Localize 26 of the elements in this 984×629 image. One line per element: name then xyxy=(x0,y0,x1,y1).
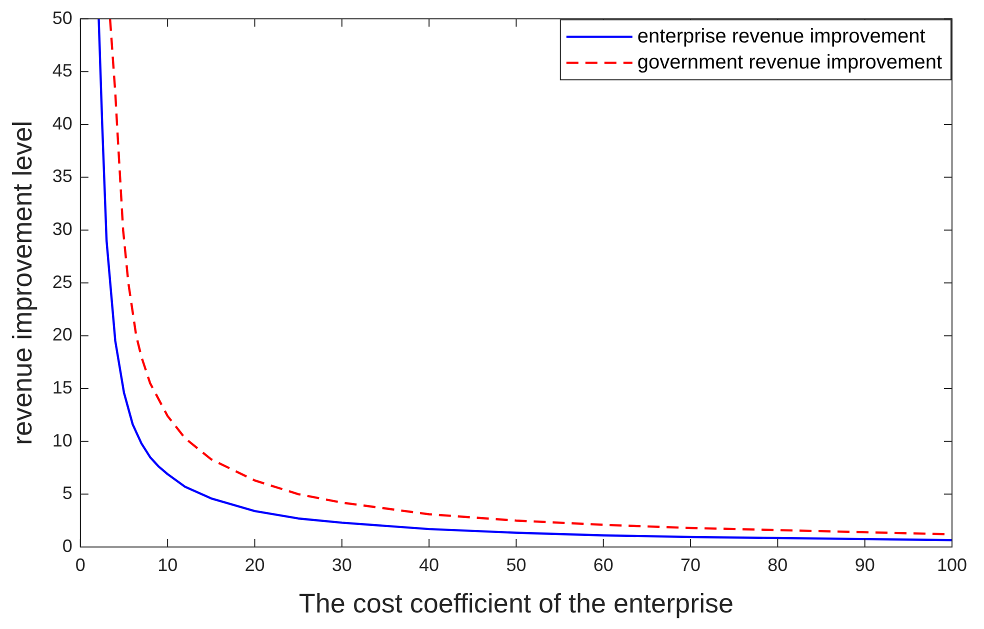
y-tick-label: 40 xyxy=(52,113,72,134)
y-axis-title: revenue improvement level xyxy=(8,120,38,445)
y-tick-label: 20 xyxy=(52,324,72,345)
x-tick-label: 0 xyxy=(75,554,86,575)
y-tick-label: 45 xyxy=(52,60,72,81)
x-tick-label: 20 xyxy=(244,554,265,575)
y-tick-label: 15 xyxy=(52,378,72,398)
y-tick-label: 30 xyxy=(52,219,72,240)
y-tick-label: 5 xyxy=(62,483,72,504)
x-axis-title: The cost coefficient of the enterprise xyxy=(298,588,734,618)
y-tick-label: 10 xyxy=(52,430,72,450)
x-tick-label: 40 xyxy=(419,554,440,575)
x-tick-label: 50 xyxy=(506,554,526,575)
y-tick-label: 35 xyxy=(52,166,72,186)
legend-label: enterprise revenue improvement xyxy=(637,25,926,48)
x-tick-label: 70 xyxy=(680,554,701,575)
x-tick-label: 60 xyxy=(593,554,614,575)
x-tick-label: 80 xyxy=(768,554,788,575)
y-tick-label: 50 xyxy=(52,8,72,28)
y-tick-label: 0 xyxy=(62,536,72,556)
x-tick-label: 10 xyxy=(158,554,178,575)
legend-label: government revenue improvement xyxy=(637,51,942,74)
x-tick-label: 90 xyxy=(854,554,875,575)
x-tick-label: 100 xyxy=(936,554,968,575)
y-tick-label: 25 xyxy=(52,272,72,292)
x-tick-label: 30 xyxy=(332,554,352,575)
